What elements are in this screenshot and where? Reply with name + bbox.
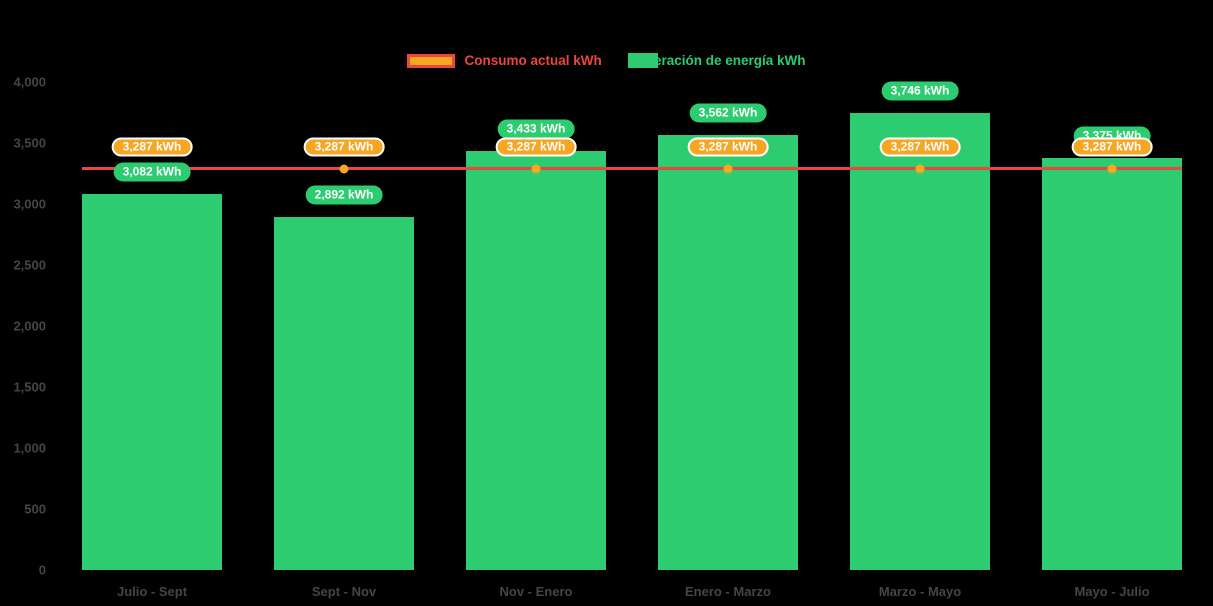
x-axis-label: Marzo - Mayo xyxy=(878,584,962,599)
consumption-value-label: 3,287 kWh xyxy=(687,137,769,157)
consumption-value-label: 3,287 kWh xyxy=(495,137,577,157)
y-axis-tick-label: 500 xyxy=(24,501,46,517)
generation-bar xyxy=(466,151,606,570)
x-axis-label: Mayo - Julio xyxy=(1074,584,1150,599)
generation-value-label: 3,082 kWh xyxy=(113,162,191,182)
generation-bar xyxy=(850,112,990,570)
generacion-energia-swatch-icon xyxy=(627,53,658,68)
y-axis-tick-label: 4,000 xyxy=(13,74,46,90)
generation-value-label: 3,562 kWh xyxy=(689,103,767,123)
consumption-value-label: 3,287 kWh xyxy=(111,137,193,157)
x-axis-label: Sept - Nov xyxy=(311,584,377,599)
chart-legend: Consumo actual kWh Generación de energía … xyxy=(0,53,1213,68)
consumption-value-label: 3,287 kWh xyxy=(1071,137,1153,157)
line-point-marker xyxy=(1107,164,1117,174)
y-axis-tick-label: 0 xyxy=(38,562,46,578)
y-axis-tick-label: 1,500 xyxy=(13,379,46,395)
legend-label: Consumo actual kWh xyxy=(464,53,602,68)
y-axis-tick-label: 1,000 xyxy=(13,440,46,456)
y-axis-tick-label: 2,500 xyxy=(13,257,46,273)
generation-bar xyxy=(658,135,798,570)
consumo-actual-swatch-icon xyxy=(407,53,456,68)
x-axis-label: Enero - Marzo xyxy=(685,584,771,599)
generation-bar xyxy=(1042,158,1182,570)
line-point-marker xyxy=(339,164,349,174)
y-axis-tick-label: 2,000 xyxy=(13,318,46,334)
generation-bar xyxy=(82,193,222,570)
y-axis-tick-label: 3,000 xyxy=(13,196,46,212)
consumption-value-label: 3,287 kWh xyxy=(303,137,385,157)
generation-bar xyxy=(274,217,414,570)
legend-item-generacion-energia[interactable]: Generación de energía kWh xyxy=(627,53,806,68)
generation-value-label: 3,746 kWh xyxy=(881,81,959,101)
y-axis-tick-label: 3,500 xyxy=(13,135,46,151)
line-point-marker xyxy=(915,164,925,174)
x-axis-label: Julio - Sept xyxy=(116,584,188,599)
generation-value-label: 2,892 kWh xyxy=(305,185,383,205)
line-point-marker xyxy=(723,164,733,174)
legend-item-consumo-actual[interactable]: Consumo actual kWh xyxy=(407,53,602,68)
line-point-marker xyxy=(531,164,541,174)
consumption-value-label: 3,287 kWh xyxy=(879,137,961,157)
consumption-line xyxy=(82,167,1182,171)
legend-label: Generación de energía kWh xyxy=(627,53,806,68)
generation-value-label: 3,433 kWh xyxy=(497,119,575,139)
x-axis-label: Nov - Enero xyxy=(499,584,573,599)
